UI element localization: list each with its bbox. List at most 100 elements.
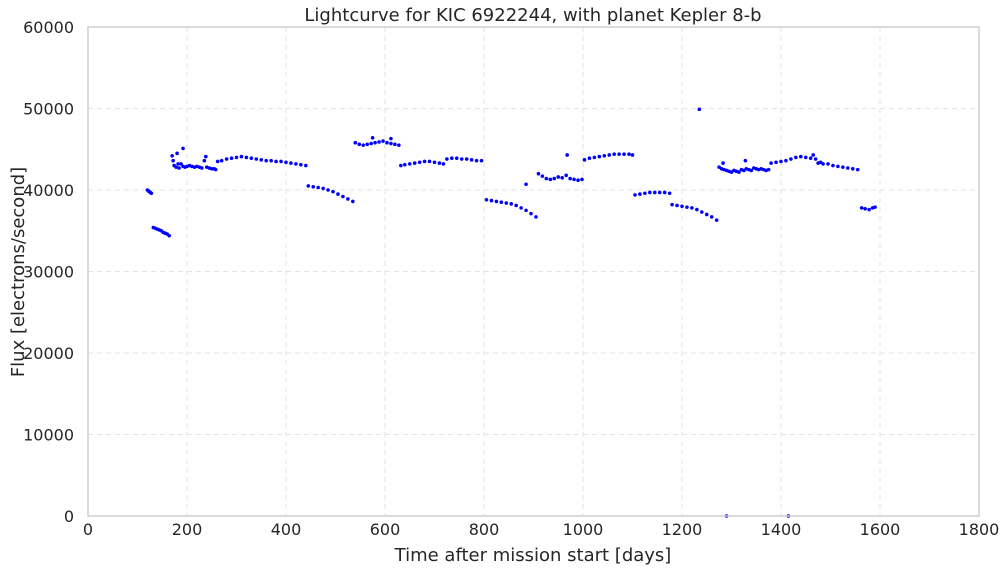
data-point [294, 162, 298, 166]
data-point [403, 162, 407, 167]
data-point [441, 162, 446, 166]
data-point [149, 191, 154, 196]
data-point [179, 162, 183, 166]
data-point [675, 203, 679, 208]
y-tick-label: 60000 [23, 18, 74, 37]
data-point [311, 184, 316, 189]
data-point [316, 185, 320, 190]
data-point [690, 206, 694, 210]
data-point [831, 163, 835, 168]
y-tick-label: 0 [64, 507, 74, 526]
data-point [630, 153, 635, 157]
x-axis-title: Time after mission start [days] [394, 545, 672, 566]
data-point [657, 190, 662, 195]
data-point [721, 161, 725, 165]
data-point [336, 192, 340, 196]
data-point [700, 210, 704, 214]
data-point [652, 190, 657, 195]
data-point [341, 194, 345, 199]
data-point [306, 184, 311, 188]
data-point [560, 175, 565, 180]
data-point [813, 157, 818, 161]
data-point [181, 146, 185, 151]
data-point [499, 200, 504, 205]
data-point [808, 156, 813, 161]
data-point [685, 205, 689, 209]
data-point [200, 166, 204, 170]
data-point [564, 173, 568, 178]
y-tick-label: 50000 [23, 100, 74, 119]
data-point [799, 154, 803, 159]
data-point [544, 176, 549, 181]
data-point [170, 153, 174, 158]
data-point [836, 164, 840, 169]
data-point [859, 206, 864, 210]
data-point [794, 155, 798, 160]
y-tick-label: 30000 [23, 263, 74, 282]
data-point [697, 107, 702, 112]
data-point [855, 167, 860, 172]
data-point [643, 191, 647, 196]
data-point [321, 186, 325, 191]
data-point [174, 165, 178, 169]
data-point [469, 158, 474, 162]
data-point [489, 198, 494, 203]
data-point [254, 157, 259, 161]
x-tick-label: 1400 [761, 520, 802, 539]
data-point [377, 140, 381, 144]
data-point [479, 158, 484, 163]
data-point [766, 167, 771, 172]
data-point [743, 158, 748, 163]
data-point [215, 159, 220, 164]
data-point [587, 156, 592, 161]
data-point [863, 206, 867, 211]
data-point [617, 152, 621, 156]
data-point [504, 201, 509, 205]
data-point [769, 161, 773, 165]
data-point [494, 199, 499, 204]
data-point [821, 162, 825, 166]
data-point [284, 160, 288, 165]
chart-title: Lightcurve for KIC 6922244, with planet … [304, 5, 761, 26]
data-point [175, 151, 179, 156]
data-point [803, 155, 808, 160]
data-point [399, 163, 403, 168]
data-point [540, 174, 545, 178]
data-point [353, 140, 358, 145]
data-point [264, 158, 269, 163]
data-point [373, 140, 377, 145]
data-point [667, 191, 672, 196]
data-point [289, 161, 293, 165]
x-tick-label: 200 [172, 520, 203, 539]
data-point [784, 158, 788, 163]
data-point [417, 160, 422, 165]
data-point [648, 190, 652, 195]
data-point [474, 158, 479, 163]
data-point [234, 155, 239, 160]
data-point [389, 136, 393, 141]
data-point [331, 189, 335, 194]
data-point [422, 159, 427, 164]
data-point [709, 215, 714, 219]
data-point [213, 167, 218, 172]
data-point [427, 159, 432, 164]
data-point [519, 206, 523, 210]
data-point [592, 155, 597, 160]
data-point [459, 157, 464, 161]
data-point [397, 143, 401, 147]
data-point [568, 176, 572, 181]
data-point [244, 155, 249, 160]
data-point [326, 188, 330, 192]
data-point [841, 165, 845, 169]
data-point [269, 158, 273, 163]
data-point [450, 156, 454, 161]
data-point [279, 159, 283, 164]
data-point [552, 176, 557, 181]
data-point [249, 156, 254, 161]
data-point [259, 158, 264, 162]
data-point [779, 159, 783, 164]
data-point [437, 161, 442, 165]
data-point [370, 136, 375, 140]
y-tick-label: 20000 [23, 344, 74, 363]
